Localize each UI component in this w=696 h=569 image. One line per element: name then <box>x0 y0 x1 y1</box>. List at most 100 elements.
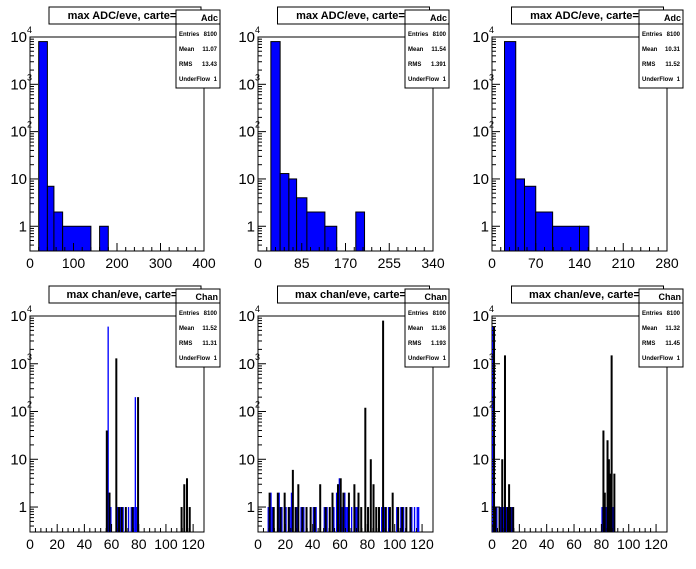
stats-value: 8100 <box>204 32 218 38</box>
stats-value: 8100 <box>667 311 681 317</box>
histogram-bin <box>278 492 280 532</box>
stats-label: Entries <box>179 32 200 38</box>
y-tick-exponent: 2 <box>489 400 494 410</box>
stats-name: Adc <box>201 13 218 23</box>
y-tick-label: 10 <box>238 404 255 421</box>
stats-value: 10.31 <box>665 47 681 53</box>
y-tick-exponent: 4 <box>489 304 494 314</box>
x-tick-label: 20 <box>278 536 294 552</box>
histogram-bin <box>110 507 112 532</box>
chart-title: max ADC/eve, carte=5 <box>530 10 645 22</box>
y-tick-exponent: 3 <box>489 72 494 82</box>
y-tick-label: 10 <box>238 308 255 325</box>
histogram-bin <box>381 507 383 532</box>
stats-value: 11.36 <box>431 326 446 332</box>
stats-name: Adc <box>664 13 681 23</box>
y-tick-label: 10 <box>472 124 489 141</box>
y-tick-exponent: 3 <box>27 352 32 362</box>
y-tick-label: 10 <box>10 124 27 141</box>
x-tick-label: 0 <box>26 255 34 271</box>
stats-value: 1 <box>214 77 218 83</box>
histogram-bin <box>417 507 420 532</box>
chart-title: max chan/eve, carte=5 <box>529 289 646 301</box>
x-tick-label: 100 <box>383 536 407 552</box>
stats-value: 11.52 <box>665 62 680 68</box>
histogram-bin <box>281 507 283 532</box>
y-tick-exponent: 3 <box>255 72 260 82</box>
y-tick-label: 1 <box>19 499 27 516</box>
histogram-bin <box>312 507 315 532</box>
histogram-bin <box>524 185 537 252</box>
y-tick-label: 10 <box>10 76 27 93</box>
y-tick-exponent: 2 <box>255 400 260 410</box>
y-tick-exponent: 3 <box>27 72 32 82</box>
x-tick-label: 300 <box>149 255 173 271</box>
histogram-bin <box>383 507 386 532</box>
stats-label: UnderFlow <box>179 356 210 362</box>
stats-value: 13.43 <box>202 62 218 68</box>
y-tick-label: 10 <box>10 29 27 46</box>
histogram-bin <box>356 507 358 532</box>
histogram-bin <box>346 507 349 532</box>
x-tick-label: 120 <box>181 536 205 552</box>
histogram-bin <box>279 173 290 252</box>
stats-value: 11.52 <box>202 326 217 332</box>
histogram-bin <box>400 507 402 532</box>
histogram-bin <box>134 397 137 532</box>
y-tick-label: 1 <box>481 499 489 516</box>
histogram-bin <box>355 211 366 252</box>
x-tick-label: 60 <box>104 536 120 552</box>
chart-title: max chan/eve, carte=3 <box>66 289 183 301</box>
y-tick-exponent: 4 <box>27 304 32 314</box>
stats-name: Chan <box>425 292 448 302</box>
stats-value: 8100 <box>204 311 218 317</box>
stats-label: Mean <box>408 47 424 53</box>
stats-label: RMS <box>179 62 192 68</box>
histogram-bin <box>303 507 305 532</box>
stats-label: UnderFlow <box>179 77 210 83</box>
histogram-bin <box>46 185 55 252</box>
x-tick-label: 20 <box>512 536 528 552</box>
stats-value: 11.32 <box>665 326 680 332</box>
stats-value: 11.54 <box>431 47 446 53</box>
stats-value: 8100 <box>433 32 447 38</box>
histogram-bin <box>38 41 48 252</box>
x-tick-label: 60 <box>332 536 348 552</box>
histogram-bin <box>315 507 317 532</box>
histogram-bin <box>117 507 119 532</box>
stats-label: Mean <box>179 326 195 332</box>
y-tick-label: 10 <box>238 356 255 373</box>
x-tick-label: 140 <box>568 255 592 271</box>
x-tick-label: 200 <box>105 255 129 271</box>
x-tick-label: 340 <box>421 255 445 271</box>
histogram-bin <box>267 507 269 532</box>
y-tick-label: 10 <box>472 76 489 93</box>
histogram-bin <box>270 492 272 532</box>
stats-value: 1 <box>214 356 218 362</box>
histogram-bin <box>605 507 607 532</box>
y-tick-exponent: 4 <box>489 25 494 35</box>
histogram-bin <box>119 507 122 532</box>
histogram-bin <box>306 211 326 252</box>
y-tick-label: 10 <box>472 404 489 421</box>
histogram-bin <box>552 225 580 252</box>
y-tick-label: 1 <box>481 218 489 235</box>
x-tick-label: 0 <box>488 255 496 271</box>
y-tick-exponent: 3 <box>489 352 494 362</box>
y-tick-label: 1 <box>247 499 255 516</box>
y-tick-exponent: 2 <box>27 120 32 130</box>
stats-value: 1 <box>443 77 447 83</box>
y-tick-label: 10 <box>10 356 27 373</box>
histogram-bin <box>396 507 398 532</box>
histogram-bin <box>289 507 291 532</box>
stats-value: 1 <box>677 356 681 362</box>
x-tick-label: 120 <box>410 536 434 552</box>
histogram-bin <box>500 507 502 532</box>
histogram-bin <box>136 507 138 532</box>
histogram-bin <box>387 507 390 532</box>
y-tick-label: 10 <box>238 171 255 188</box>
